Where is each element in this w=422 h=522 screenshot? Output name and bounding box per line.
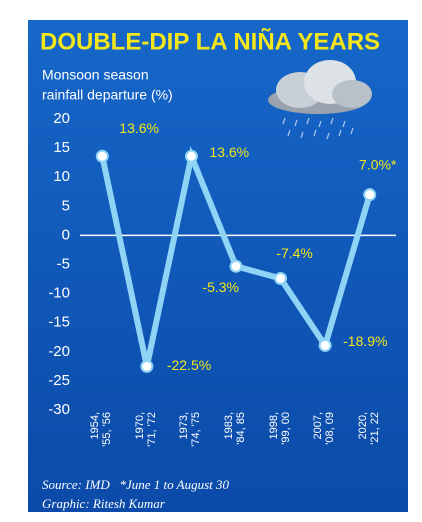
y-tick-label: -20 — [48, 343, 70, 360]
subtitle: Monsoon season — [42, 67, 149, 83]
footer: Source: IMD *June 1 to August 30 — [42, 477, 230, 492]
x-tick-label: 1970, '71, '72 — [133, 412, 158, 447]
point — [140, 359, 154, 373]
data-label: 13.6% — [119, 120, 159, 136]
data-label: 13.6% — [209, 144, 249, 160]
point — [229, 259, 243, 273]
y-tick-label: -10 — [48, 285, 70, 302]
data-label: -7.4% — [276, 245, 313, 261]
chart-title: DOUBLE-DIP LA NIÑA YEARS — [40, 27, 380, 55]
x-tick-label: 1973, '74, '75 — [178, 412, 203, 447]
y-tick-label: -5 — [57, 255, 70, 272]
y-tick-label: 5 — [62, 197, 70, 214]
data-label: -18.9% — [343, 333, 387, 349]
point — [363, 188, 377, 202]
y-tick-label: -30 — [48, 401, 70, 418]
x-tick-label: 2007, '08, 09 — [312, 412, 337, 445]
subtitle: rainfall departure (%) — [42, 87, 173, 103]
point — [318, 338, 332, 352]
y-tick-label: 15 — [53, 139, 70, 156]
x-tick-label: 1983, '84, 85 — [223, 412, 247, 445]
y-tick-label: 0 — [62, 226, 70, 243]
point — [95, 149, 109, 163]
data-label: -22.5% — [167, 357, 211, 373]
x-tick-label: 1954, '55, '56 — [89, 412, 114, 447]
point — [184, 149, 198, 163]
x-tick-label: 1998, '99, 00 — [267, 412, 292, 445]
footer: Graphic: Ritesh Kumar — [42, 496, 166, 511]
data-label: 7.0%* — [359, 156, 397, 172]
y-tick-label: -15 — [48, 314, 70, 331]
data-label: -5.3% — [202, 279, 239, 295]
point — [274, 271, 288, 285]
y-tick-label: 20 — [53, 110, 70, 127]
cloud-icon — [268, 60, 372, 140]
y-tick-label: 10 — [53, 168, 70, 185]
x-tick-label: 2020, '21, 22 — [356, 412, 381, 445]
y-tick-label: -25 — [48, 372, 70, 389]
